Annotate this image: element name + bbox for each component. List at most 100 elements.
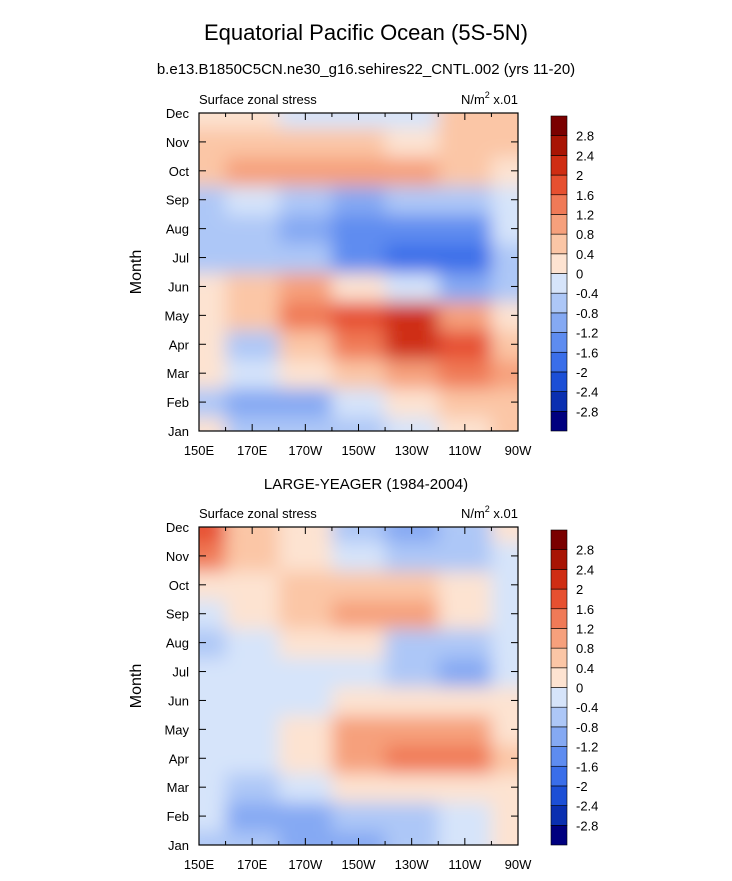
heatmap-cell: [225, 329, 280, 360]
heatmap-cell: [225, 570, 280, 601]
y-tick-label: Nov: [166, 135, 190, 150]
y-tick-label: Jan: [168, 838, 189, 853]
heatmap-cell: [438, 801, 493, 832]
y-tick-label: Aug: [166, 636, 189, 651]
colorbar-swatch: [550, 588, 568, 610]
heatmap-cell: [225, 527, 280, 543]
heatmap-cell: [491, 686, 518, 716]
heatmap-cell: [438, 527, 493, 543]
y-tick-label: Nov: [166, 549, 190, 564]
heatmap-cell: [278, 628, 333, 659]
heatmap-cell: [199, 830, 227, 845]
colorbar-label: -2: [576, 779, 588, 794]
y-tick-label: Mar: [167, 366, 190, 381]
heatmap-panel-1: 150E 170E 170W 150W 130W 110W 90W Jan Feb Mar Apr M…: [128, 90, 532, 458]
y-tick-label: Jan: [168, 424, 189, 439]
heatmap-cell: [385, 329, 440, 360]
y-axis-label: Month: [128, 664, 145, 708]
colorbar-label: 2: [576, 168, 583, 183]
heatmap-cell: [225, 686, 280, 716]
colorbar-label: -1.2: [576, 740, 598, 755]
colorbar-label: -0.8: [576, 306, 598, 321]
colorbar-swatch: [550, 706, 568, 728]
colorbar-label: -1.2: [576, 326, 598, 341]
heatmap-cell: [225, 243, 280, 273]
colorbar-label: -0.4: [576, 700, 598, 715]
heatmap-cell: [491, 527, 518, 543]
heatmap-cell: [331, 243, 387, 273]
heatmap-panel-2: 150E 170E 170W 150W 130W 110W 90W Jan Feb Mar Apr M…: [128, 504, 532, 872]
panel1-title: b.e13.B1850C5CN.ne30_g16.sehires22_CNTL.…: [156, 61, 576, 78]
heatmap-cell: [278, 527, 333, 543]
heatmap-cell: [199, 113, 227, 129]
heatmap-cell: [225, 801, 280, 832]
colorbar-label: 0.8: [576, 641, 594, 656]
units-label: N/m2 x.01: [461, 90, 518, 107]
heatmap-cell: [491, 570, 518, 601]
heatmap-cell: [225, 416, 280, 431]
colorbar-swatch: [550, 292, 568, 314]
heatmap-cell: [385, 243, 440, 273]
heatmap-cell: [438, 243, 493, 273]
y-tick-label: Apr: [169, 337, 190, 352]
colorbar-label: -0.4: [576, 286, 598, 301]
heatmap-cell: [438, 416, 493, 431]
heatmap-cell: [225, 772, 280, 803]
heatmap-cells: [199, 113, 518, 431]
heatmap-cell: [385, 127, 440, 158]
colorbar-swatch: [550, 214, 568, 235]
heatmap-cell: [331, 387, 387, 418]
y-tick-label: Sep: [166, 193, 189, 208]
colorbar-label: -2: [576, 365, 588, 380]
heatmap-cell: [331, 657, 387, 687]
heatmap-cell: [278, 127, 333, 158]
heatmap-cell: [225, 156, 280, 187]
heatmap-cell: [331, 599, 387, 630]
heatmap-cell: [225, 185, 280, 216]
colorbar-swatch: [550, 608, 568, 629]
x-tick-label: 90W: [505, 857, 532, 872]
colorbar-swatch: [550, 253, 568, 274]
heatmap-cell: [199, 772, 227, 803]
y-tick-label: Mar: [167, 780, 190, 795]
colorbar-swatch: [550, 529, 568, 550]
x-tick-label: 150W: [342, 443, 377, 458]
heatmap-cell: [438, 156, 493, 187]
heatmap-cell: [331, 214, 387, 245]
heatmap-cell: [385, 387, 440, 418]
heatmap-cell: [331, 686, 387, 716]
colorbar-label: 0.8: [576, 227, 594, 242]
heatmap-cell: [385, 527, 440, 543]
colorbar-swatch: [550, 549, 568, 570]
heatmap-cell: [278, 570, 333, 601]
heatmap-cell: [278, 156, 333, 187]
heatmap-cell: [331, 300, 387, 331]
heatmap-cell: [438, 113, 493, 129]
colorbar-label: 2: [576, 582, 583, 597]
colorbar-swatch: [550, 115, 568, 136]
colorbar-swatch: [550, 687, 568, 708]
heatmap-cells: [199, 527, 518, 845]
heatmap-cell: [438, 772, 493, 803]
colorbar-label: -2.4: [576, 385, 598, 400]
x-tick-label: 90W: [505, 443, 532, 458]
colorbar-swatch: [550, 351, 568, 373]
heatmap-cell: [438, 329, 493, 360]
colorbar-swatch: [550, 391, 568, 412]
heatmap-cell: [331, 527, 387, 543]
colorbar-label: -1.6: [576, 759, 598, 774]
colorbar-label: 1.2: [576, 621, 594, 636]
heatmap-cell: [438, 214, 493, 245]
heatmap-cell: [225, 113, 280, 129]
x-tick-label: 130W: [395, 857, 430, 872]
heatmap-cell: [225, 300, 280, 331]
heatmap-cell: [385, 657, 440, 687]
heatmap-cell: [491, 830, 518, 845]
heatmap-cell: [331, 272, 387, 302]
colorbar-swatch: [550, 332, 568, 353]
colorbars-layer: -2.8 -2.4 -2 -1.6 -1.2 -0.8 -0.4 0 0.4 0.8 1.2 1.6 2…: [550, 115, 598, 846]
x-tick-label: 170W: [288, 857, 323, 872]
heatmap-cell: [438, 657, 493, 687]
colorbar-swatch: [550, 155, 568, 176]
heatmap-cell: [278, 272, 333, 302]
